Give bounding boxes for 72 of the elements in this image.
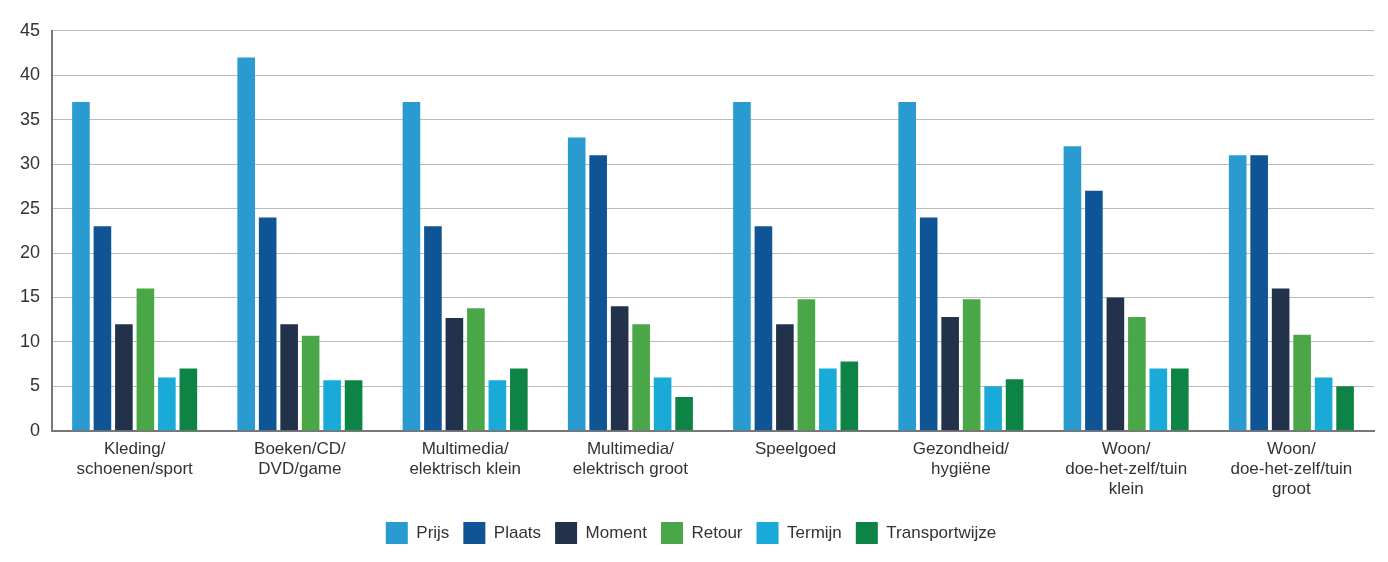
bar xyxy=(733,101,751,431)
bar xyxy=(984,386,1002,431)
bar xyxy=(567,137,586,431)
bar xyxy=(1336,386,1354,431)
bar xyxy=(1128,317,1146,431)
bar xyxy=(840,361,859,431)
bar xyxy=(1250,155,1268,431)
bar xyxy=(1293,334,1311,431)
bar xyxy=(776,324,794,431)
bar xyxy=(610,306,629,431)
bar xyxy=(1149,368,1168,431)
x-tick-label: Gezondheid/ hygiëne xyxy=(912,438,1010,479)
bar xyxy=(819,368,837,431)
bar xyxy=(115,324,133,431)
y-tick-label: 45 xyxy=(19,19,41,40)
bar xyxy=(675,397,693,431)
bar xyxy=(632,324,650,431)
bar xyxy=(323,380,341,431)
bar xyxy=(488,380,507,431)
legend-label: Prijs xyxy=(416,522,450,542)
y-tick-label: 15 xyxy=(19,286,41,307)
bar xyxy=(510,368,528,431)
legend-label: Plaats xyxy=(493,522,542,542)
bar xyxy=(280,324,298,431)
x-tick-label: Kleding/ schoenen/sport xyxy=(76,438,194,479)
bar xyxy=(1171,368,1189,431)
x-tick-label: Woon/ doe-het-zelf/tuin klein xyxy=(1065,438,1188,499)
bar xyxy=(344,380,363,431)
x-tick-label: Multimedia/ elektrisch groot xyxy=(572,438,689,479)
bar xyxy=(258,217,277,431)
y-tick-label: 0 xyxy=(30,419,41,440)
bar xyxy=(1271,288,1290,431)
bar xyxy=(1063,146,1082,431)
bar xyxy=(237,57,255,431)
x-tick-label: Speelgoed xyxy=(754,438,837,458)
legend-label: Termijn xyxy=(787,522,842,542)
legend-label: Retour xyxy=(691,522,743,542)
y-tick-label: 35 xyxy=(19,108,41,129)
y-tick-label: 20 xyxy=(19,241,41,262)
bar xyxy=(424,226,442,431)
bar xyxy=(158,377,176,431)
bar xyxy=(1005,379,1024,431)
bar xyxy=(1085,190,1103,431)
y-tick-label: 5 xyxy=(30,375,41,396)
bar xyxy=(941,317,959,431)
bar xyxy=(1314,377,1333,431)
y-tick-label: 25 xyxy=(19,197,41,218)
bar xyxy=(919,217,938,431)
legend-label: Moment xyxy=(585,522,648,542)
x-tick-label: Boeken/CD/ DVD/game xyxy=(254,438,346,479)
bar xyxy=(402,101,421,431)
bar xyxy=(1106,297,1125,431)
bar xyxy=(445,317,464,431)
bar xyxy=(962,299,981,431)
bar xyxy=(301,335,320,431)
bar xyxy=(93,226,112,431)
legend-label: Transportwijze xyxy=(886,522,997,542)
bar xyxy=(898,101,916,431)
bar xyxy=(754,226,773,431)
y-tick-label: 10 xyxy=(19,330,41,351)
bar xyxy=(179,368,198,431)
bar xyxy=(72,101,90,431)
bar xyxy=(589,155,607,431)
bar xyxy=(653,377,672,431)
y-tick-label: 30 xyxy=(19,153,41,174)
bar xyxy=(797,299,816,431)
x-tick-label: Woon/ doe-het-zelf/tuin groot xyxy=(1230,438,1353,499)
bar xyxy=(136,288,155,431)
bar xyxy=(1228,155,1247,431)
x-tick-label: Multimedia/ elektrisch klein xyxy=(409,438,521,479)
y-tick-label: 40 xyxy=(19,64,41,85)
bar xyxy=(467,308,485,431)
